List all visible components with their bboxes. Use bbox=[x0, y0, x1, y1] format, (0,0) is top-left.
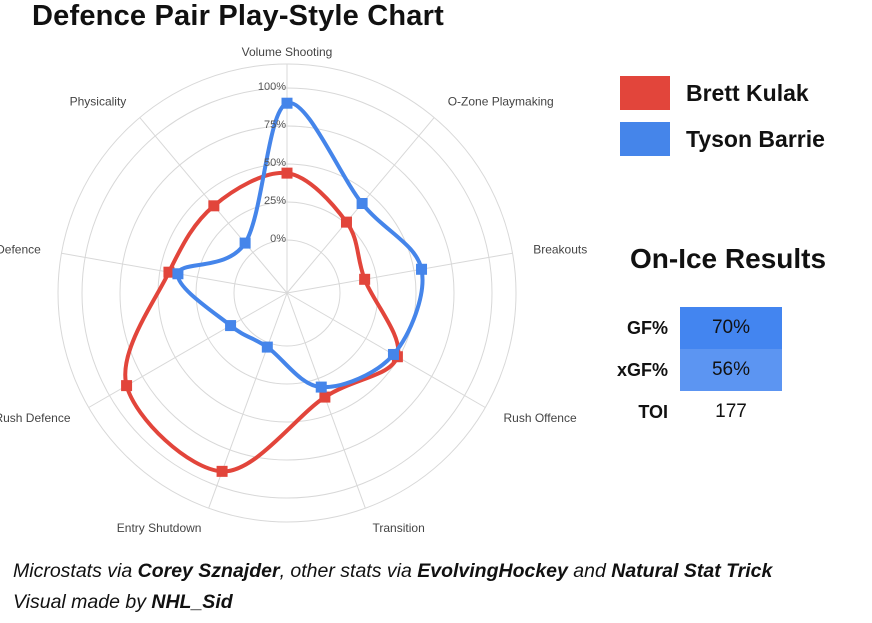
results-value-gf: 70% bbox=[680, 307, 782, 349]
series-point-tyson-barrie bbox=[261, 341, 273, 353]
series-point-brett-kulak bbox=[121, 380, 133, 392]
footer-source-sznajder: Corey Sznajder bbox=[137, 560, 280, 582]
legend: Brett Kulak Tyson Barrie bbox=[620, 76, 825, 168]
series-point-brett-kulak bbox=[359, 273, 371, 285]
legend-label-barrie: Tyson Barrie bbox=[686, 125, 825, 152]
series-point-tyson-barrie bbox=[239, 237, 251, 249]
series-point-tyson-barrie bbox=[356, 197, 368, 209]
footer-text: Visual made by bbox=[13, 591, 152, 613]
results-label-gf: GF% bbox=[626, 317, 668, 338]
tick-label: 75% bbox=[264, 119, 286, 131]
footer-text: , other stats via bbox=[279, 560, 418, 582]
axis-label: Volume Shooting bbox=[242, 45, 333, 59]
series-point-brett-kulak bbox=[163, 266, 175, 278]
footer-credits: Microstats via Corey Sznajder, other sta… bbox=[13, 556, 772, 618]
series-point-brett-kulak bbox=[281, 167, 293, 179]
results-row-xgf: xGF% 56% bbox=[596, 349, 782, 391]
footer-text: and bbox=[567, 560, 612, 582]
axis-label: Entry Shutdown bbox=[117, 521, 202, 535]
footer-source-evolvinghockey: EvolvingHockey bbox=[417, 560, 568, 582]
footer-line-author: Visual made by NHL_Sid bbox=[13, 587, 772, 618]
results-row-gf: GF% 70% bbox=[596, 307, 782, 349]
series-point-tyson-barrie bbox=[172, 268, 184, 280]
series-point-brett-kulak bbox=[340, 216, 352, 228]
results-title: On-Ice Results bbox=[630, 243, 827, 274]
footer-text: Microstats via bbox=[13, 560, 138, 582]
series-point-brett-kulak bbox=[216, 465, 228, 477]
axis-label: Transition bbox=[373, 521, 425, 535]
footer-author: NHL_Sid bbox=[151, 591, 233, 613]
axis-label: O-Zone Playmaking bbox=[448, 94, 554, 108]
tick-label: 100% bbox=[258, 81, 286, 93]
series-line-tyson-barrie bbox=[175, 101, 425, 390]
results-value-xgf: 56% bbox=[680, 349, 782, 391]
results-value-toi: 177 bbox=[715, 401, 747, 422]
radar-ticks: 0% 25% 50% 75% 100% bbox=[258, 81, 286, 245]
results-label-toi: TOI bbox=[638, 401, 668, 422]
radar-series bbox=[121, 97, 428, 477]
axis-label: Rush Offence bbox=[504, 411, 577, 425]
legend-item-kulak: Brett Kulak bbox=[620, 76, 825, 110]
axis-label: Breakouts bbox=[533, 243, 587, 257]
tick-label: 25% bbox=[264, 195, 286, 207]
grid-spoke bbox=[88, 292, 288, 408]
series-point-tyson-barrie bbox=[225, 320, 237, 332]
chart-title: Defence Pair Play-Style Chart bbox=[32, 0, 444, 32]
legend-label-kulak: Brett Kulak bbox=[686, 79, 809, 106]
footer-source-naturalstattrick: Natural Stat Trick bbox=[611, 560, 773, 582]
results-row-toi: TOI 177 bbox=[596, 391, 782, 433]
grid-spoke bbox=[286, 252, 513, 294]
tick-label: 0% bbox=[270, 233, 286, 245]
legend-swatch-barrie bbox=[620, 122, 670, 156]
series-point-tyson-barrie bbox=[416, 263, 428, 275]
axis-label: Rush Defence bbox=[0, 411, 71, 425]
radar-grid bbox=[57, 63, 517, 523]
series-point-brett-kulak bbox=[319, 391, 331, 403]
results-table: GF% 70% xGF% 56% TOI 177 bbox=[596, 307, 782, 433]
series-point-brett-kulak bbox=[208, 200, 220, 212]
legend-item-barrie: Tyson Barrie bbox=[620, 122, 825, 156]
series-line-brett-kulak bbox=[123, 170, 401, 474]
results-label-xgf: xGF% bbox=[616, 359, 668, 380]
tick-label: 50% bbox=[264, 157, 286, 169]
footer-line-sources: Microstats via Corey Sznajder, other sta… bbox=[13, 556, 772, 587]
radar-axis-labels: Volume Shooting O-Zone Playmaking Breakout… bbox=[0, 45, 587, 535]
axis-label: Physicality bbox=[70, 94, 127, 108]
series-point-tyson-barrie bbox=[387, 348, 399, 360]
axis-label: In-Zone Defence bbox=[0, 243, 41, 257]
grid-spoke bbox=[286, 292, 486, 408]
legend-swatch-kulak bbox=[620, 76, 670, 110]
series-point-tyson-barrie bbox=[315, 381, 327, 393]
radar-chart: 0% 25% 50% 75% 100% Volume Shooting O-Zone Pl… bbox=[0, 45, 587, 535]
series-point-tyson-barrie bbox=[281, 97, 293, 109]
